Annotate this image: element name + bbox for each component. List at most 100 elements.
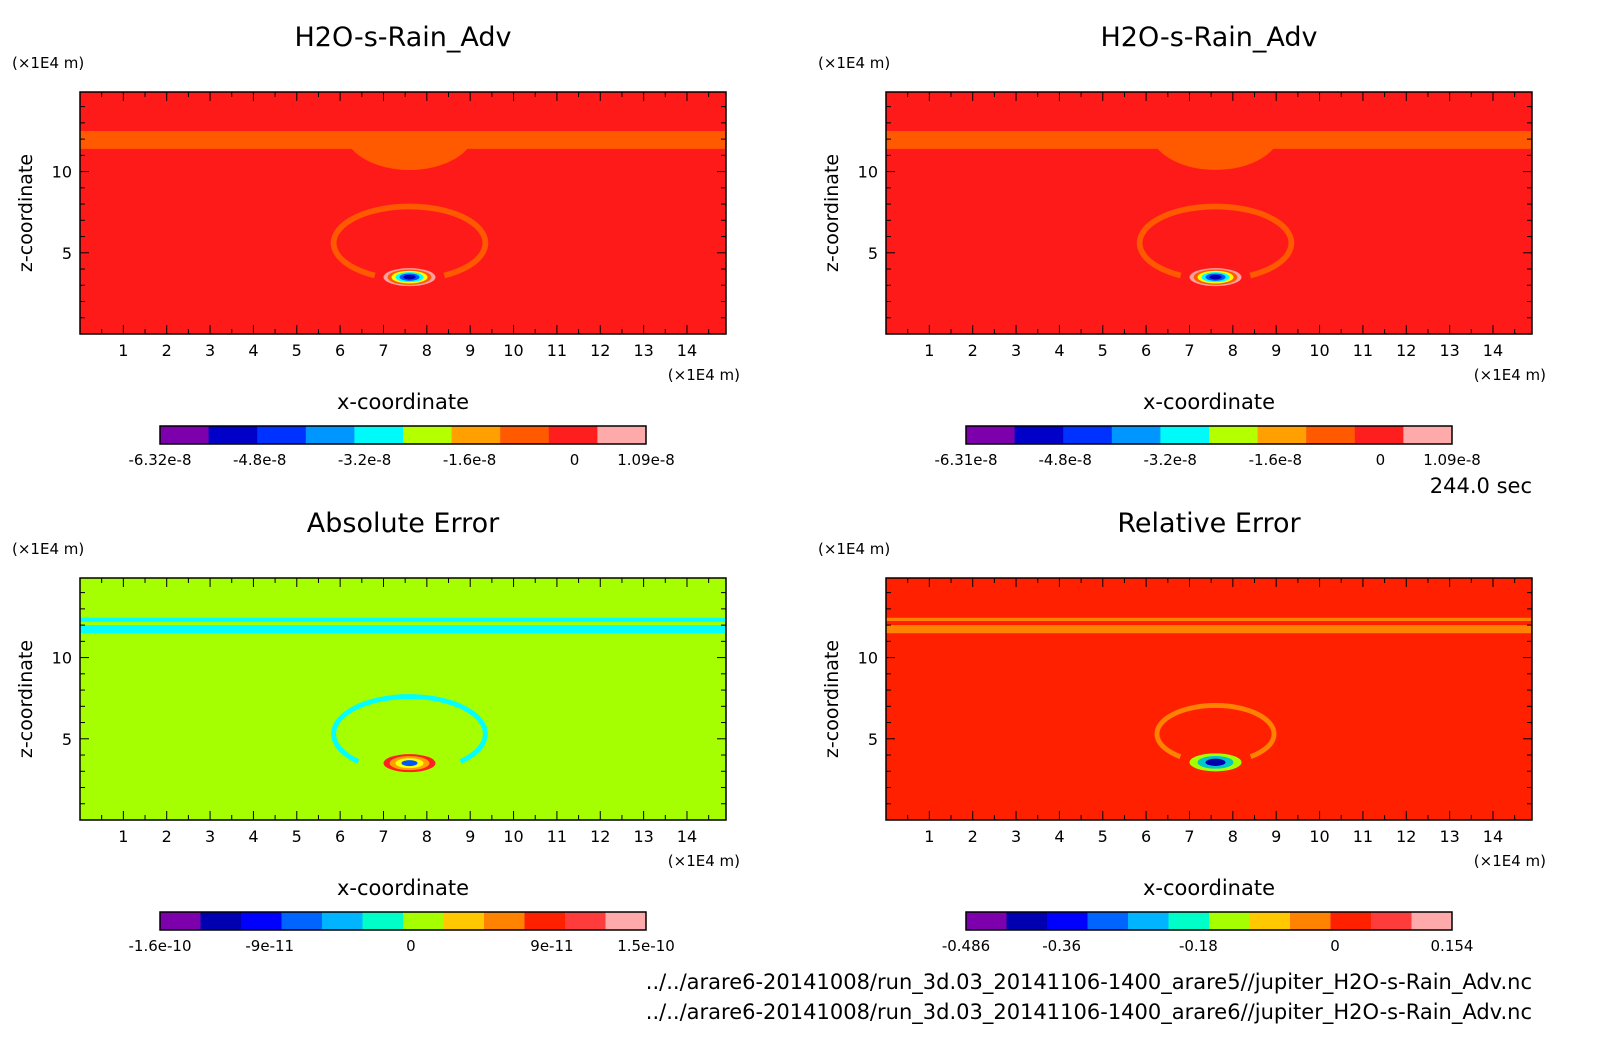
x-tick-label: 3 xyxy=(1011,827,1021,846)
x-tick-label: 13 xyxy=(1439,827,1459,846)
x-tick-label: 14 xyxy=(1483,341,1503,360)
colorbar-swatch xyxy=(1249,912,1291,930)
x-tick-label: 8 xyxy=(422,827,432,846)
colorbar-swatch xyxy=(1209,426,1259,444)
x-tick-label: 10 xyxy=(503,827,523,846)
x-tick-label: 13 xyxy=(1439,341,1459,360)
x-tick-label: 2 xyxy=(162,827,172,846)
x-tick-label: 14 xyxy=(677,341,697,360)
y-tick-label: 10 xyxy=(858,163,878,182)
y-tick-label: 5 xyxy=(62,244,72,263)
chart-panel-1: H2O-s-Rain_Adv (×1E4 m) z-coordinate (×1E4 … xyxy=(12,22,740,469)
x-tick-label: 5 xyxy=(1098,827,1108,846)
colorbar-tick-label: 0 xyxy=(1330,937,1340,955)
file-path-1: ../../arare6-20141008/run_3d.03_20141106… xyxy=(646,970,1532,995)
colorbar-tick-label: 0 xyxy=(570,451,580,469)
colorbar-swatch xyxy=(1411,912,1453,930)
colorbar-swatch xyxy=(1209,912,1250,930)
colorbar-swatch xyxy=(257,426,307,444)
colorbar-frame xyxy=(965,911,1453,931)
x-tick-label: 14 xyxy=(1483,827,1503,846)
y-unit-label: (×1E4 m) xyxy=(12,54,84,72)
chart-title: Absolute Error xyxy=(307,508,500,539)
colorbar-swatch xyxy=(1014,426,1064,444)
field-band-1 xyxy=(80,617,726,622)
colorbar-swatch xyxy=(1111,426,1161,444)
field-layer xyxy=(80,92,726,334)
colorbar-swatch xyxy=(1160,426,1210,444)
colorbar-tick-label: 0 xyxy=(1376,451,1386,469)
colorbar-tick-label: -1.6e-8 xyxy=(1249,451,1302,469)
field-layer xyxy=(886,92,1532,334)
y-tick-label: 10 xyxy=(52,649,72,668)
colorbar-tick-label: 1.5e-10 xyxy=(617,937,675,955)
colorbar-tick-label: 9e-11 xyxy=(530,937,573,955)
colorbar-swatch xyxy=(362,912,404,930)
y-axis-label: z-coordinate xyxy=(821,154,843,272)
y-axis-label: z-coordinate xyxy=(15,640,37,758)
colorbar-swatch xyxy=(1047,912,1088,930)
x-tick-label: 11 xyxy=(547,827,567,846)
x-tick-label: 7 xyxy=(1184,341,1194,360)
colorbar-swatch xyxy=(1371,912,1412,930)
x-tick-label: 5 xyxy=(292,827,302,846)
field-ring-1 xyxy=(330,203,489,279)
x-tick-label: 6 xyxy=(1141,827,1151,846)
colorbar-tick-label: -6.31e-8 xyxy=(935,451,998,469)
x-tick-label: 10 xyxy=(1309,341,1329,360)
colorbar-swatch xyxy=(966,912,1007,930)
x-tick-label: 6 xyxy=(1141,341,1151,360)
time-label: 244.0 sec xyxy=(1430,474,1532,498)
colorbar-swatch xyxy=(500,426,550,444)
x-tick-label: 4 xyxy=(248,341,258,360)
field-layer xyxy=(80,578,726,820)
chart-title: H2O-s-Rain_Adv xyxy=(1101,22,1318,53)
x-tick-label: 9 xyxy=(1271,341,1281,360)
x-axis-label: x-coordinate xyxy=(337,876,469,900)
x-tick-label: 3 xyxy=(205,341,215,360)
colorbar-tick-label: -1.6e-8 xyxy=(443,451,496,469)
x-tick-label: 12 xyxy=(1396,827,1416,846)
x-tick-label: 9 xyxy=(465,341,475,360)
x-axis-label: x-coordinate xyxy=(1143,390,1275,414)
chart-title: Relative Error xyxy=(1117,508,1301,539)
colorbar-tick-label: -3.2e-8 xyxy=(338,451,391,469)
colorbar-swatch xyxy=(281,912,323,930)
colorbar-swatch xyxy=(208,426,258,444)
field-ring-1 xyxy=(331,694,488,764)
y-unit-label: (×1E4 m) xyxy=(818,540,890,558)
colorbar-swatch xyxy=(403,912,444,930)
colorbar-swatch xyxy=(160,912,201,930)
x-tick-label: 10 xyxy=(503,341,523,360)
colorbar-swatch xyxy=(305,426,355,444)
x-unit-label: (×1E4 m) xyxy=(668,366,740,384)
colorbar-frame xyxy=(159,911,647,931)
colorbar-tick-label: -6.32e-8 xyxy=(129,451,192,469)
x-tick-label: 4 xyxy=(1054,827,1064,846)
colorbar: -6.31e-8 -4.8e-8 -3.2e-8 -1.6e-8 0 1.09e-8 xyxy=(935,425,1481,469)
colorbar-tick-label: -1.6e-10 xyxy=(129,937,192,955)
field-core-level-6 xyxy=(403,274,416,280)
colorbar-swatch xyxy=(1257,426,1307,444)
field-core-level-6 xyxy=(1209,274,1222,280)
colorbar-tick-label: 1.09e-8 xyxy=(1423,451,1481,469)
x-tick-label: 6 xyxy=(335,827,345,846)
colorbar-swatch xyxy=(403,426,453,444)
field-cap xyxy=(344,130,475,170)
field-background xyxy=(886,92,1532,334)
field-core-level-3 xyxy=(1205,758,1226,767)
x-unit-label: (×1E4 m) xyxy=(1474,852,1546,870)
colorbar: -0.486 -0.36 -0.18 0 0.154 xyxy=(942,911,1473,955)
colorbar-swatch xyxy=(1306,426,1356,444)
colorbar-swatch xyxy=(1403,426,1453,444)
colorbar-swatch xyxy=(200,912,242,930)
x-tick-label: 11 xyxy=(1353,827,1373,846)
chart-title: H2O-s-Rain_Adv xyxy=(295,22,512,53)
plot-frame xyxy=(885,577,1533,821)
plot-frame xyxy=(79,577,727,821)
x-tick-label: 1 xyxy=(118,827,128,846)
y-axis-label: z-coordinate xyxy=(15,154,37,272)
x-tick-label: 11 xyxy=(547,341,567,360)
y-unit-label: (×1E4 m) xyxy=(818,54,890,72)
